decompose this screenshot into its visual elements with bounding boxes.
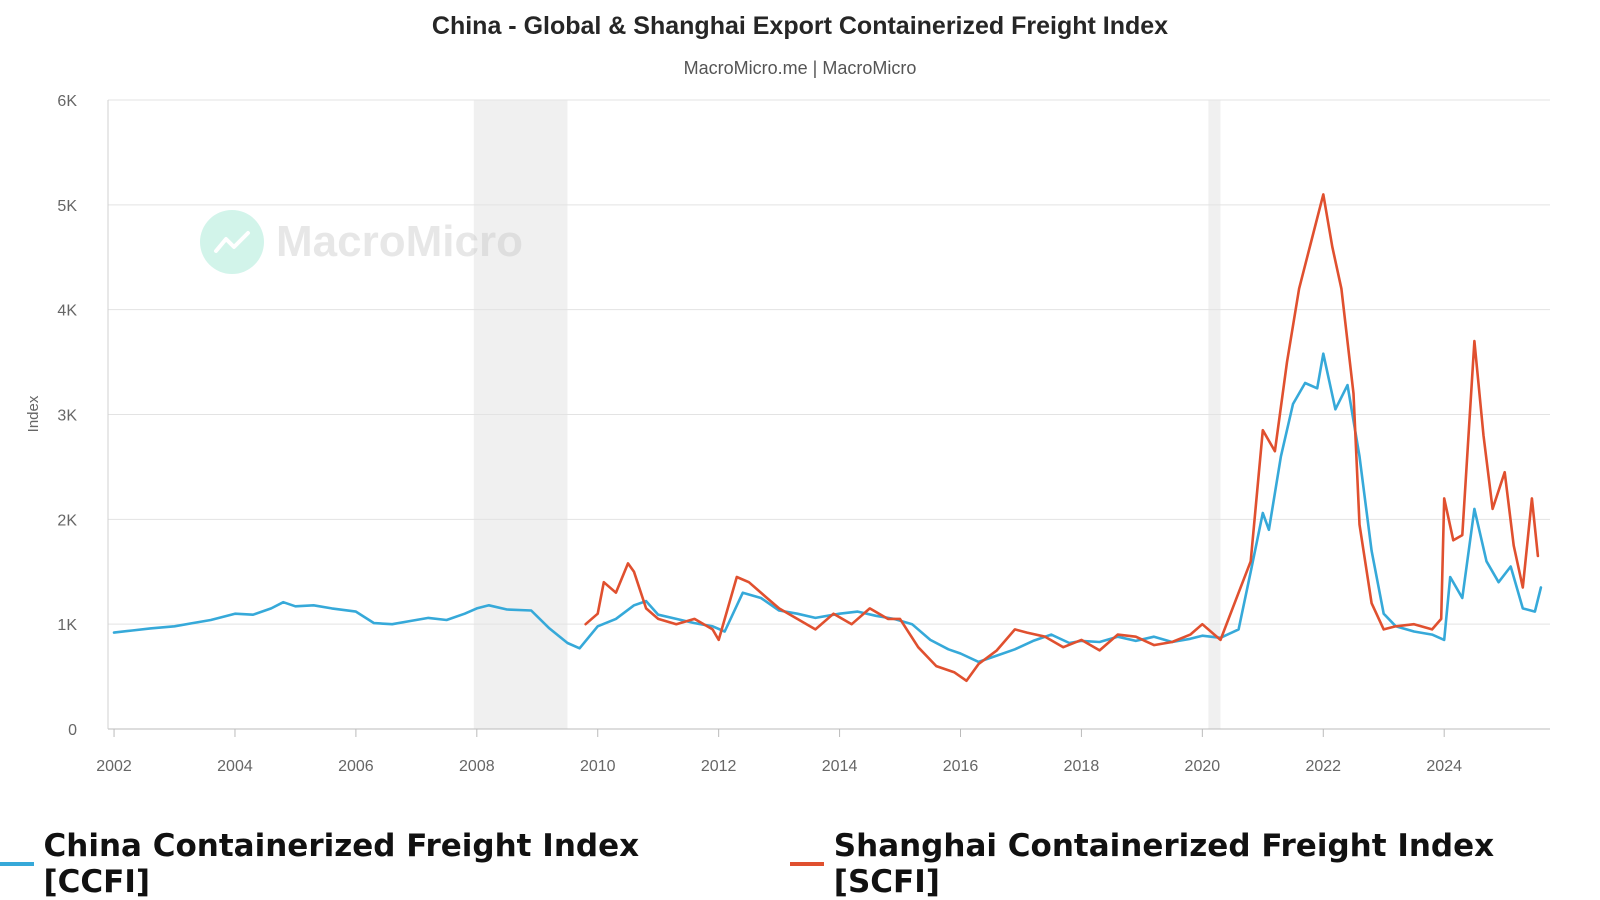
x-tick-label: 2016	[943, 758, 979, 775]
y-tick-label: 2K	[57, 512, 77, 529]
series-line-scfi[interactable]	[584, 193, 1540, 683]
series-lines	[112, 193, 1543, 683]
x-tick-label: 2004	[217, 758, 253, 775]
x-tick-label: 2018	[1064, 758, 1100, 775]
chart-title: China - Global & Shanghai Export Contain…	[431, 12, 1169, 40]
x-tick-label: 2020	[1185, 758, 1221, 775]
legend-label-ccfi: China Containerized Freight Index [CCFI]	[43, 828, 640, 900]
watermark: MacroMicro	[200, 210, 523, 274]
gridlines	[108, 99, 1550, 730]
macromicro-logo-icon	[200, 210, 264, 274]
legend: China Containerized Freight Index [CCFI]…	[0, 828, 1600, 900]
y-axis: 0 1K 2K 3K 4K 5K 6K	[57, 93, 109, 739]
x-tick-label: 2006	[338, 758, 374, 775]
y-tick-label: 5K	[57, 198, 77, 215]
legend-label-scfi: Shanghai Containerized Freight Index [SC…	[833, 828, 1495, 900]
y-tick-label: 6K	[57, 93, 77, 110]
legend-swatch-scfi	[790, 862, 824, 866]
y-tick-label: 0	[68, 722, 77, 739]
y-tick-label: 1K	[57, 617, 77, 634]
x-tick-label: 2014	[822, 758, 858, 775]
x-tick-label: 2012	[701, 758, 737, 775]
chart-subtitle: MacroMicro.me | MacroMicro	[683, 58, 917, 78]
x-tick-label: 2024	[1426, 758, 1462, 775]
x-axis: 2002 2004 2006 2008 2010 2012 2014 2016 2018 2020…	[96, 728, 1550, 775]
legend-item-scfi[interactable]: Shanghai Containerized Freight Index [SC…	[790, 828, 1600, 900]
x-tick-label: 2022	[1305, 758, 1341, 775]
legend-item-ccfi[interactable]: China Containerized Freight Index [CCFI]	[0, 828, 746, 900]
x-tick-label: 2010	[580, 758, 616, 775]
y-tick-label: 4K	[57, 303, 77, 320]
series-line-ccfi[interactable]	[112, 352, 1543, 664]
x-tick-label: 2008	[459, 758, 495, 775]
x-tick-label: 2002	[96, 758, 132, 775]
watermark-text: MacroMicro	[276, 217, 523, 266]
y-axis-label: Index	[25, 395, 42, 432]
y-tick-label: 3K	[57, 408, 77, 425]
legend-swatch-ccfi	[0, 862, 34, 866]
